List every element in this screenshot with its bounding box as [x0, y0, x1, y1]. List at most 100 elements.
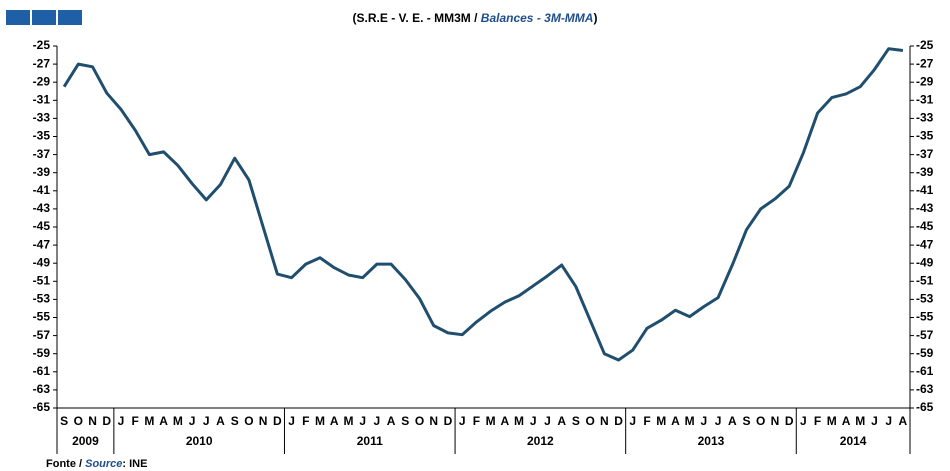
x-tick-label: M: [656, 414, 666, 428]
x-tick-label: O: [756, 414, 765, 428]
x-tick-label: N: [88, 414, 97, 428]
x-tick-label: J: [118, 414, 125, 428]
x-tick-label: M: [855, 414, 865, 428]
x-tick-label: J: [800, 414, 807, 428]
y2-tick-label: -59: [916, 346, 934, 360]
y-tick-label: -29: [33, 74, 51, 88]
title-part: ): [593, 11, 597, 25]
y-tick-label: -65: [33, 400, 51, 414]
source: Fonte / Source: INE: [46, 458, 147, 470]
x-tick-label: J: [530, 414, 537, 428]
x-tick-label: F: [473, 414, 480, 428]
x-tick-label: J: [871, 414, 878, 428]
x-tick-label: M: [685, 414, 695, 428]
y2-tick-label: -37: [916, 147, 934, 161]
y2-tick-label: -65: [916, 400, 934, 414]
y-tick-label: -33: [33, 111, 51, 125]
source-part: : INE: [122, 458, 147, 470]
x-tick-label: A: [159, 414, 168, 428]
x-tick-label: A: [500, 414, 509, 428]
logo-square: [32, 10, 56, 25]
y-tick-label: -57: [33, 328, 51, 342]
x-tick-label: F: [814, 414, 821, 428]
x-group-label: 2010: [186, 434, 213, 448]
y2-tick-label: -25: [916, 38, 934, 52]
y-tick-label: -25: [33, 38, 51, 52]
x-tick-label: S: [572, 414, 580, 428]
x-tick-label: S: [401, 414, 409, 428]
y2-tick-label: -63: [916, 382, 934, 396]
x-tick-label: A: [330, 414, 339, 428]
x-tick-label: M: [827, 414, 837, 428]
chart-title: (S.R.E - V. E. - MM3M / Balances - 3M-MM…: [353, 11, 598, 25]
x-tick-label: D: [273, 414, 282, 428]
y-tick-label: -27: [33, 56, 51, 70]
title-part: (S.R.E - V. E. - MM3M /: [353, 11, 481, 25]
x-tick-label: D: [614, 414, 623, 428]
x-group-label: 2009: [72, 434, 99, 448]
x-tick-label: F: [132, 414, 139, 428]
y-tick-label: -55: [33, 310, 51, 324]
y2-tick-label: -57: [916, 328, 934, 342]
y-tick-label: -61: [33, 364, 51, 378]
x-tick-label: M: [315, 414, 325, 428]
y2-tick-label: -29: [916, 74, 934, 88]
x-tick-label: J: [459, 414, 466, 428]
x-group-label: 2011: [357, 434, 383, 448]
x-tick-label: M: [486, 414, 496, 428]
y2-tick-label: -51: [916, 273, 934, 287]
y2-tick-label: -27: [916, 56, 934, 70]
x-tick-label: N: [600, 414, 609, 428]
y2-tick-label: -49: [916, 255, 934, 269]
logo-square: [58, 10, 82, 25]
source-part: Fonte /: [46, 458, 85, 470]
x-tick-label: S: [231, 414, 239, 428]
y-tick-label: -49: [33, 255, 51, 269]
x-group-label: 2014: [840, 434, 867, 448]
y2-tick-label: -47: [916, 237, 934, 251]
y2-tick-label: -41: [916, 183, 934, 197]
x-tick-label: D: [444, 414, 453, 428]
y2-tick-label: -61: [916, 364, 934, 378]
y2-tick-label: -55: [916, 310, 934, 324]
line-series: [62, 47, 904, 362]
x-tick-label: M: [343, 414, 353, 428]
y2-tick-label: -35: [916, 129, 934, 143]
x-tick-label: F: [302, 414, 309, 428]
y-tick-label: -39: [33, 165, 51, 179]
y2-tick-label: -53: [916, 292, 934, 306]
y-tick-label: -53: [33, 292, 51, 306]
x-tick-label: J: [701, 414, 708, 428]
title-part: Balances - 3M-MMA: [481, 11, 594, 25]
y-tick-label: -31: [33, 92, 51, 106]
x-tick-label: J: [885, 414, 892, 428]
x-tick-label: J: [629, 414, 636, 428]
x-tick-label: J: [359, 414, 366, 428]
y-tick-label: -37: [33, 147, 51, 161]
x-tick-label: A: [387, 414, 396, 428]
y-tick-label: -41: [33, 183, 51, 197]
x-tick-label: F: [643, 414, 650, 428]
x-tick-label: J: [544, 414, 551, 428]
x-tick-label: J: [288, 414, 295, 428]
y2-tick-label: -43: [916, 201, 934, 215]
x-tick-label: S: [743, 414, 751, 428]
x-tick-label: J: [374, 414, 381, 428]
y-tick-label: -51: [33, 273, 51, 287]
logo-square: [6, 10, 30, 25]
x-tick-label: S: [60, 414, 68, 428]
x-tick-label: N: [259, 414, 268, 428]
source-part: Source: [85, 458, 122, 470]
x-tick-label: N: [429, 414, 438, 428]
y-tick-label: -59: [33, 346, 51, 360]
x-tick-label: O: [74, 414, 83, 428]
x-group-label: 2013: [698, 434, 725, 448]
y-tick-label: -35: [33, 129, 51, 143]
x-tick-label: O: [244, 414, 253, 428]
x-tick-label: A: [728, 414, 737, 428]
x-tick-label: A: [899, 414, 908, 428]
x-tick-label: A: [842, 414, 851, 428]
x-tick-label: M: [144, 414, 154, 428]
x-tick-label: J: [189, 414, 196, 428]
